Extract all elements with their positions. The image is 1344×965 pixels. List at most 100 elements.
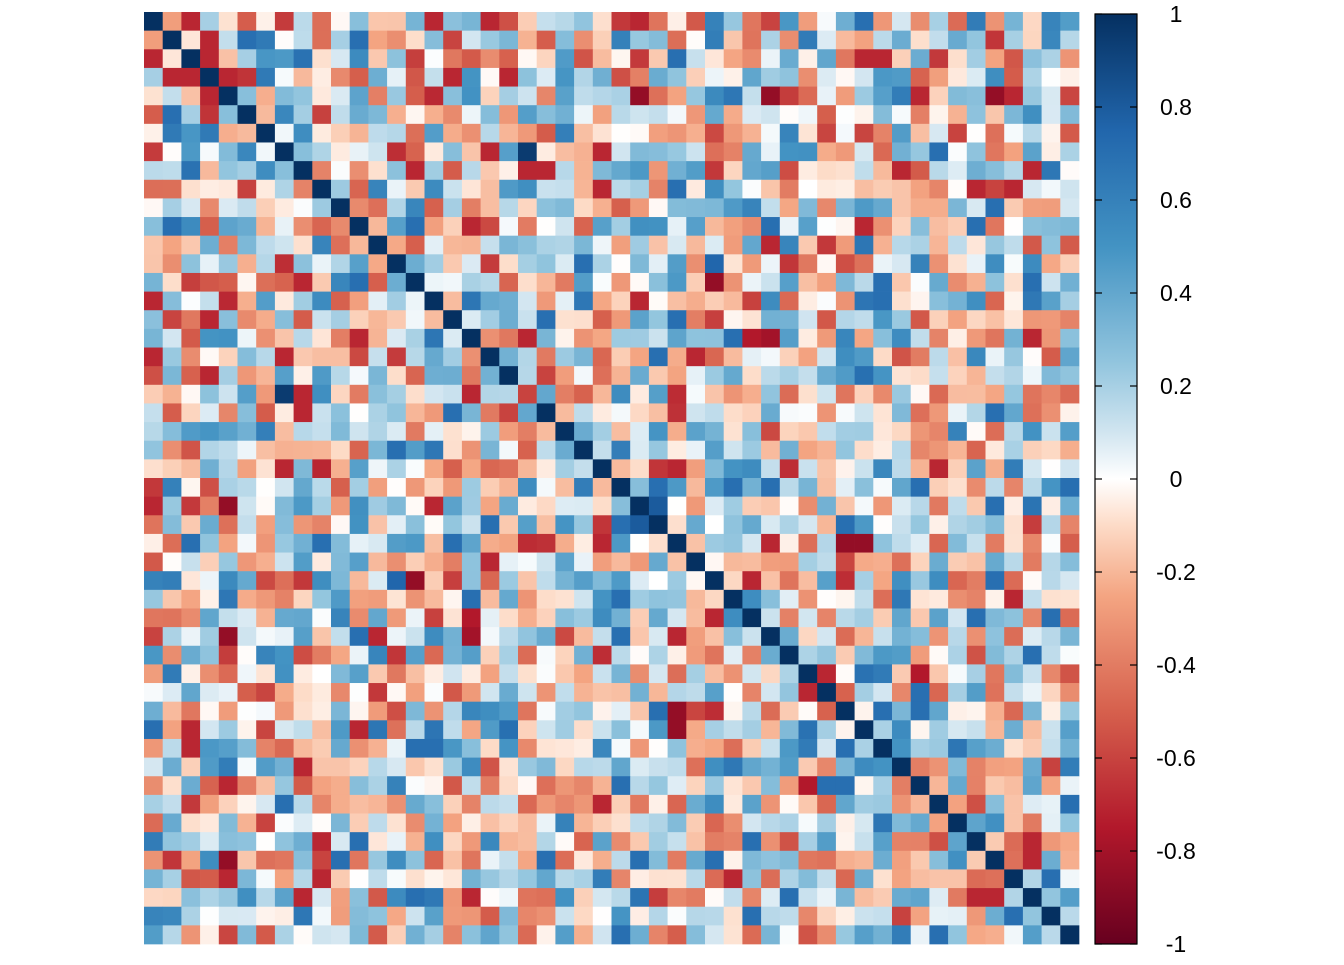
heatmap-cell	[480, 422, 500, 442]
heatmap-cell	[256, 328, 276, 348]
heatmap-cell	[761, 30, 781, 50]
heatmap-cell	[667, 198, 687, 218]
heatmap-cell	[798, 589, 818, 609]
heatmap-cell	[555, 310, 575, 330]
heatmap-cell	[218, 683, 238, 703]
heatmap-cell	[835, 608, 855, 628]
heatmap-cell	[948, 701, 968, 721]
heatmap-cell	[312, 366, 332, 386]
heatmap-cell	[798, 67, 818, 87]
heatmap-cell	[592, 179, 612, 199]
heatmap-cell	[349, 235, 369, 255]
heatmap-cell	[705, 720, 725, 740]
heatmap-cell	[274, 869, 294, 889]
heatmap-cell	[405, 254, 425, 274]
heatmap-cell	[387, 589, 407, 609]
heatmap-cell	[181, 142, 201, 162]
heatmap-cell	[929, 86, 949, 106]
heatmap-cell	[723, 664, 743, 684]
heatmap-cell	[349, 496, 369, 516]
heatmap-cell	[630, 813, 650, 833]
heatmap-cell	[368, 776, 388, 796]
heatmap-cell	[536, 235, 556, 255]
heatmap-cell	[910, 235, 930, 255]
heatmap-cell	[835, 701, 855, 721]
heatmap-cell	[630, 198, 650, 218]
heatmap-cell	[274, 198, 294, 218]
heatmap-cell	[461, 478, 481, 497]
heatmap-cell	[705, 403, 725, 423]
heatmap-cell	[798, 478, 818, 497]
heatmap-cell	[424, 272, 444, 292]
heatmap-cell	[779, 161, 799, 181]
heatmap-cell	[518, 459, 538, 479]
heatmap-cell	[779, 869, 799, 889]
heatmap-cell	[630, 161, 650, 181]
heatmap-cell	[1060, 86, 1080, 106]
heatmap-cell	[424, 310, 444, 330]
heatmap-cell	[854, 384, 874, 404]
heatmap-cell	[331, 217, 351, 237]
heatmap-cell	[405, 272, 425, 292]
heatmap-cell	[948, 49, 968, 69]
heatmap-cell	[686, 608, 706, 628]
heatmap-cell	[892, 627, 912, 647]
heatmap-cell	[854, 291, 874, 311]
heatmap-cell	[162, 515, 182, 535]
heatmap-cell	[929, 683, 949, 703]
heatmap-cell	[443, 217, 463, 237]
heatmap-cell	[480, 179, 500, 199]
colorbar-tick-label: 1	[1170, 1, 1183, 27]
heatmap-cell	[910, 533, 930, 553]
heatmap-cell	[368, 589, 388, 609]
heatmap-cell	[443, 608, 463, 628]
heatmap-cell	[1060, 533, 1080, 553]
heatmap-cell	[705, 571, 725, 591]
heatmap-cell	[274, 645, 294, 665]
heatmap-cell	[368, 664, 388, 684]
heatmap-cell	[648, 888, 668, 908]
heatmap-cell	[387, 328, 407, 348]
heatmap-cell	[798, 328, 818, 348]
heatmap-cell	[293, 12, 313, 31]
heatmap-cell	[349, 850, 369, 870]
heatmap-cell	[742, 608, 762, 628]
heatmap-cell	[293, 515, 313, 535]
heatmap-cell	[648, 813, 668, 833]
heatmap-cell	[1041, 217, 1061, 237]
heatmap-cell	[555, 49, 575, 69]
heatmap-cell	[312, 888, 332, 908]
heatmap-cell	[667, 627, 687, 647]
heatmap-cell	[312, 272, 332, 292]
heatmap-cell	[200, 347, 220, 367]
heatmap-cell	[536, 664, 556, 684]
heatmap-cell	[387, 906, 407, 926]
heatmap-cell	[461, 533, 481, 553]
heatmap-cell	[443, 161, 463, 181]
heatmap-cell	[256, 179, 276, 199]
heatmap-cell	[667, 179, 687, 199]
heatmap-cell	[237, 440, 257, 460]
heatmap-cell	[648, 794, 668, 814]
heatmap-cell	[536, 291, 556, 311]
heatmap-cell	[630, 832, 650, 852]
heatmap-cell	[312, 776, 332, 796]
heatmap-cell	[1060, 720, 1080, 740]
heatmap-cell	[387, 794, 407, 814]
heatmap-cell	[854, 571, 874, 591]
heatmap-cell	[779, 347, 799, 367]
heatmap-cell	[1004, 645, 1024, 665]
heatmap-cell	[1041, 142, 1061, 162]
heatmap-cell	[686, 906, 706, 926]
heatmap-cell	[1004, 366, 1024, 386]
heatmap-cell	[798, 12, 818, 31]
heatmap-cell	[667, 813, 687, 833]
heatmap-cell	[555, 496, 575, 516]
heatmap-cell	[873, 813, 893, 833]
heatmap-cell	[387, 459, 407, 479]
heatmap-cell	[200, 217, 220, 237]
heatmap-cell	[1022, 384, 1042, 404]
heatmap-cell	[817, 86, 837, 106]
heatmap-cell	[1004, 384, 1024, 404]
heatmap-cell	[293, 571, 313, 591]
